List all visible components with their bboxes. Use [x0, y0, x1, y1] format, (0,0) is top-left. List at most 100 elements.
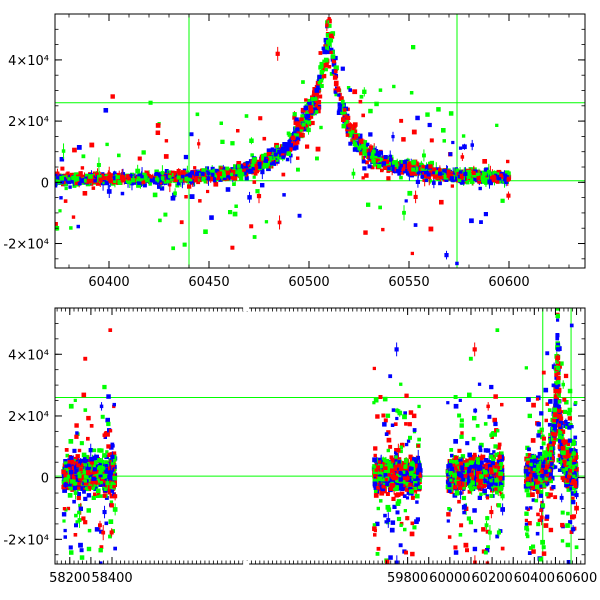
data-point	[325, 49, 330, 55]
data-point	[74, 456, 79, 461]
data-point	[77, 448, 82, 453]
data-point	[214, 168, 219, 173]
data-point	[301, 122, 306, 127]
data-point	[375, 414, 380, 419]
data-point	[166, 179, 170, 184]
data-point	[176, 181, 182, 186]
data-point	[106, 394, 111, 399]
data-point	[261, 153, 265, 158]
x-tick-label: 60400	[88, 275, 129, 290]
data-point	[105, 475, 110, 479]
data-point	[370, 154, 375, 159]
data-point	[96, 172, 100, 177]
data-point	[93, 175, 98, 180]
data-point	[95, 488, 101, 494]
data-point	[102, 466, 107, 471]
data-point	[364, 173, 369, 178]
data-point	[359, 94, 364, 99]
data-point	[386, 507, 392, 512]
data-point	[391, 479, 396, 484]
data-point	[329, 50, 333, 55]
data-point	[459, 180, 465, 185]
data-point	[275, 158, 279, 162]
data-point	[225, 166, 230, 171]
data-point	[332, 7, 336, 11]
data-point	[410, 160, 416, 166]
data-point	[388, 444, 393, 449]
data-point	[372, 366, 376, 371]
data-point	[83, 459, 88, 464]
data-point	[252, 157, 257, 162]
data-point	[236, 161, 242, 166]
data-point	[83, 479, 87, 483]
data-point	[152, 192, 158, 198]
data-point	[362, 150, 367, 155]
data-point	[81, 154, 86, 159]
data-point	[500, 198, 505, 203]
data-point	[98, 475, 103, 480]
data-point	[111, 473, 115, 477]
data-point	[461, 176, 466, 181]
data-point	[431, 167, 436, 172]
data-point	[400, 491, 405, 496]
data-point	[374, 158, 379, 163]
data-point	[506, 159, 510, 164]
data-point	[391, 408, 396, 412]
data-point	[94, 475, 99, 479]
data-point	[109, 500, 114, 504]
data-point	[394, 448, 398, 452]
data-point	[366, 142, 370, 146]
data-point	[74, 468, 78, 473]
data-point	[365, 154, 371, 159]
data-point	[69, 550, 74, 555]
data-point	[63, 459, 68, 464]
data-point	[301, 114, 306, 119]
data-point	[372, 401, 376, 405]
data-point	[98, 462, 103, 467]
data-point	[55, 222, 58, 227]
data-point	[329, 72, 334, 76]
data-point	[395, 416, 399, 421]
data-point	[236, 129, 240, 133]
data-point	[79, 441, 84, 446]
data-point	[90, 178, 96, 183]
data-point	[72, 448, 77, 453]
data-point	[103, 108, 109, 113]
data-point	[340, 104, 346, 109]
data-point	[327, 23, 332, 28]
data-point	[225, 187, 231, 192]
data-point	[75, 477, 80, 483]
data-point	[82, 178, 87, 183]
data-point	[72, 485, 78, 491]
data-point	[443, 174, 449, 180]
data-point	[396, 473, 400, 477]
data-point	[98, 482, 103, 487]
data-point	[372, 163, 377, 167]
data-point	[284, 143, 288, 148]
data-point	[290, 135, 296, 141]
data-point	[375, 521, 380, 527]
data-point	[310, 102, 315, 106]
data-point	[109, 445, 114, 450]
data-point	[288, 143, 293, 148]
data-point	[381, 413, 386, 418]
data-point	[237, 172, 242, 177]
data-point	[99, 545, 104, 549]
data-point	[319, 125, 323, 130]
data-point	[178, 172, 183, 177]
data-point	[78, 476, 82, 481]
data-point	[372, 457, 377, 463]
data-point	[59, 196, 63, 200]
data-point	[195, 172, 200, 177]
data-point	[104, 180, 110, 186]
data-point	[79, 463, 84, 468]
data-point	[303, 119, 308, 124]
data-point	[441, 128, 446, 133]
data-point	[229, 172, 234, 177]
data-point	[160, 176, 165, 180]
data-point	[387, 166, 391, 171]
data-point	[220, 139, 225, 144]
data-point	[393, 467, 398, 472]
data-point	[63, 472, 69, 478]
data-point	[370, 151, 375, 157]
